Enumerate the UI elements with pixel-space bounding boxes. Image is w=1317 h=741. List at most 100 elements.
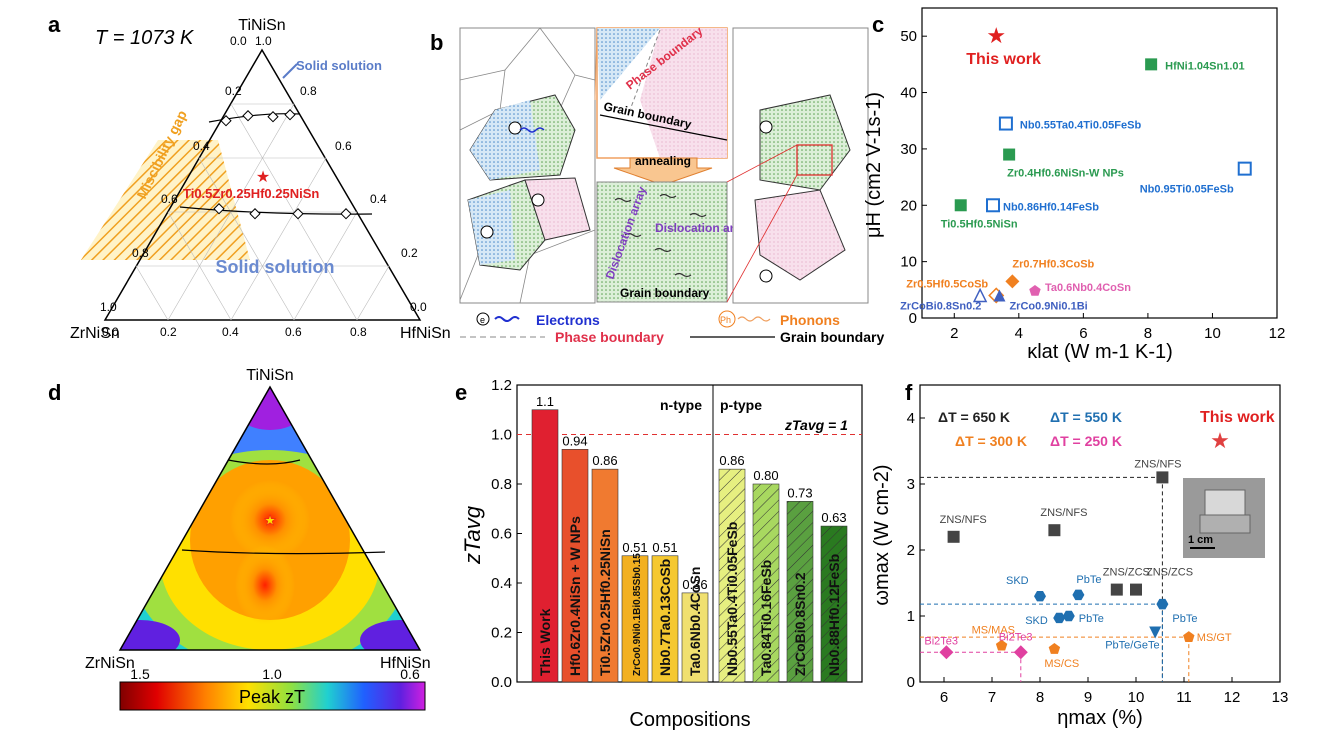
e-bar-category: ZrCoBi0.8Sn0.2 xyxy=(792,572,808,676)
e-bar-value: 0.51 xyxy=(622,540,647,555)
legend-phonons: Phonons xyxy=(780,312,840,328)
f-point xyxy=(1053,612,1066,624)
f-point xyxy=(1062,610,1075,622)
e-bar-category: Ta0.6Nb0.4CoSn xyxy=(687,567,703,676)
panel-e-xlabel: Compositions xyxy=(629,709,750,731)
svg-text:0.0: 0.0 xyxy=(230,34,247,48)
e-bar xyxy=(621,555,649,683)
c-xtick-label: 8 xyxy=(1144,325,1152,342)
f-point xyxy=(1183,631,1195,642)
panel-b-schematic: Phase boundary Grain boundary annealing … xyxy=(459,24,869,304)
e-bar-value: 0.73 xyxy=(787,485,812,500)
c-point xyxy=(954,199,967,212)
d-vertex-top: TiNiSn xyxy=(246,367,293,384)
e-ytick-label: 0.2 xyxy=(491,625,512,642)
svg-text:Ph: Ph xyxy=(720,315,731,325)
svg-text:★: ★ xyxy=(264,512,277,528)
solid-solution-bottom: Solid solution xyxy=(216,257,335,277)
c-point-label: ZrCoBi0.8Sn0.2 xyxy=(900,300,981,312)
f-xtick-label: 12 xyxy=(1224,689,1241,706)
e-bar-value: 0.51 xyxy=(652,540,677,555)
panel-f-marks: 6 7 8 9 10 11 12 1301234★ZNS/NFSZNS/NFSZNS/NFSZ… xyxy=(907,410,1289,706)
e-bar-value: 0.94 xyxy=(562,433,587,448)
f-point xyxy=(1130,583,1142,596)
e-bar xyxy=(681,592,709,683)
e-bar-category: Nb0.88Hf0.12FeSb xyxy=(826,554,842,676)
c-point xyxy=(1003,148,1016,161)
e-ytick-label: 0.4 xyxy=(491,575,512,592)
svg-text:0.4: 0.4 xyxy=(193,139,210,153)
svg-text:0.4: 0.4 xyxy=(222,325,239,339)
panel-c-letter: c xyxy=(872,12,884,37)
e-ytick-label: 0.8 xyxy=(491,476,512,493)
svg-text:0.6: 0.6 xyxy=(285,325,302,339)
c-ytick-label: 40 xyxy=(900,85,917,102)
f-ytick-label: 3 xyxy=(907,476,915,493)
svg-text:0.2: 0.2 xyxy=(225,84,242,98)
ternary-triangle xyxy=(103,48,422,321)
vertex-left-label: ZrNiSn xyxy=(70,325,120,342)
e-bar-value: 0.36 xyxy=(682,577,707,592)
svg-text:0.6: 0.6 xyxy=(335,139,352,153)
svg-text:1.0: 1.0 xyxy=(262,666,282,682)
c-point-label: Nb0.55Ta0.4Ti0.05FeSb xyxy=(1020,120,1142,132)
composition-star: ★ xyxy=(256,169,270,186)
f-point-label: SKD xyxy=(1025,615,1048,627)
panel-d-ternary-contour: ★ xyxy=(118,385,422,651)
svg-text:1.5: 1.5 xyxy=(130,666,150,682)
e-bar-value: 0.86 xyxy=(719,453,744,468)
e-bar-category: This Work xyxy=(537,608,553,676)
d-vertex-left: ZrNiSn xyxy=(85,655,135,672)
c-point-label: ZrCo0.9Ni0.1Bi xyxy=(1009,300,1087,312)
panel-a-ternary: ★ xyxy=(81,48,422,321)
e-bar xyxy=(561,449,589,683)
e-ytick-label: 1.0 xyxy=(491,427,512,444)
legend-phase-boundary: Phase boundary xyxy=(555,329,664,345)
e-bar-category: Nb0.55Ta0.4Ti0.05FeSb xyxy=(724,522,740,676)
grain-boundary-label-2: Grain boundary xyxy=(620,286,710,300)
ntype-label: n-type xyxy=(660,397,702,413)
svg-text:ΔT = 250 K: ΔT = 250 K xyxy=(1050,433,1122,449)
legend-grain-boundary: Grain boundary xyxy=(780,329,884,345)
vertex-top-label: TiNiSn xyxy=(238,17,285,34)
panel-f-axes xyxy=(919,384,1281,683)
f-point-label: ZNS/NFS xyxy=(940,514,987,526)
f-xtick-label: 8 xyxy=(1036,689,1044,706)
e-ytick-label: 0.6 xyxy=(491,526,512,543)
scale-bar-label: 1 cm xyxy=(1188,534,1213,546)
f-point: ★ xyxy=(1210,428,1230,453)
c-point xyxy=(993,289,1006,302)
panel-d-letter: d xyxy=(48,380,61,405)
solid-solution-top: Solid solution xyxy=(296,58,382,73)
f-ytick-label: 0 xyxy=(907,674,915,691)
f-ytick-label: 4 xyxy=(907,410,915,427)
e-bar-hatch xyxy=(821,526,847,682)
f-point-label: PbTe xyxy=(1172,613,1197,625)
panel-e-ylabel: zTavg xyxy=(460,505,485,565)
svg-text:0.2: 0.2 xyxy=(160,325,177,339)
svg-text:0.8: 0.8 xyxy=(132,246,149,260)
svg-text:0.2: 0.2 xyxy=(401,246,418,260)
panel-c-xlabel: κlat (W m-1 K-1) xyxy=(1027,341,1173,363)
f-point xyxy=(1149,626,1162,639)
panel-a-letter: a xyxy=(48,12,61,37)
e-bar-hatch xyxy=(787,501,813,682)
panel-f-ylabel: ωmax (W cm-2) xyxy=(871,464,893,605)
e-bar-value: 0.63 xyxy=(821,510,846,525)
panel-a-ticks: 0.0 1.0 0.2 0.8 0.4 0.6 0.6 0.4 0.8 0.2 1.0 0.… xyxy=(100,34,427,339)
c-point-label: This work xyxy=(966,51,1041,68)
panel-c-marks: 2 4 6 8 10 12 0 10 20 30 40 50 ★ This work HfNi1.04Sn1… xyxy=(900,23,1285,342)
f-point-label: MS/GT xyxy=(1197,632,1232,644)
e-bar-value: 1.1 xyxy=(536,394,554,409)
f-point-label: PbTe/GeTe xyxy=(1105,640,1159,652)
e-bar-category: Hf0.6Zr0.4NiSn + W NPs xyxy=(567,516,583,676)
svg-text:ΔT = 550 K: ΔT = 550 K xyxy=(1050,409,1122,425)
f-point xyxy=(1034,591,1046,602)
e-bar xyxy=(591,468,619,683)
panel-b-letter: b xyxy=(430,30,443,55)
c-ytick-label: 20 xyxy=(900,197,917,214)
c-ytick-label: 50 xyxy=(900,28,917,45)
c-ytick-label: 10 xyxy=(900,254,917,271)
e-ytick-label: 1.2 xyxy=(491,377,512,394)
